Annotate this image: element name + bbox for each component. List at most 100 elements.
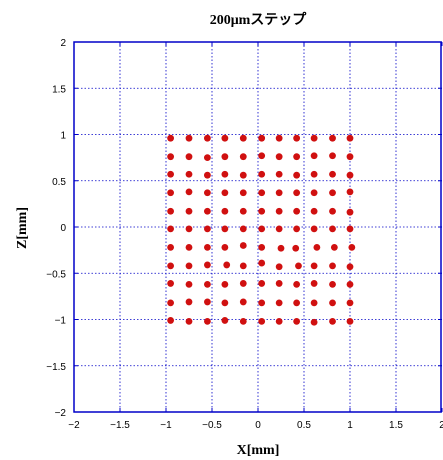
data-point [275, 299, 283, 307]
data-point [275, 170, 283, 178]
data-point [185, 317, 193, 325]
data-point [239, 242, 247, 249]
data-point [239, 153, 247, 161]
data-point [239, 207, 247, 215]
data-point [293, 189, 301, 197]
data-point [185, 298, 193, 306]
data-point [346, 225, 354, 233]
data-point [346, 299, 354, 307]
data-point [204, 280, 211, 288]
data-point [310, 207, 318, 215]
y-tick-label: 1.5 [52, 84, 66, 95]
data-point [346, 134, 354, 142]
data-point [258, 207, 266, 215]
data-point [239, 262, 247, 270]
data-point [185, 153, 193, 161]
data-point [293, 153, 301, 161]
data-point [293, 171, 301, 179]
grid-lines [74, 42, 442, 412]
data-point [346, 263, 354, 271]
x-tick-label: 0 [255, 420, 261, 431]
y-tick-label: 1 [60, 131, 66, 142]
data-point [167, 207, 175, 215]
data-point [258, 225, 266, 233]
data-point [346, 171, 354, 179]
y-tick-label: −0.5 [46, 269, 66, 280]
data-point [185, 243, 193, 251]
data-point [330, 243, 338, 251]
data-point [223, 261, 231, 269]
x-tick-label: 1.5 [389, 420, 403, 431]
data-point [221, 280, 229, 288]
data-point [329, 225, 336, 233]
data-point [167, 299, 175, 307]
data-point [204, 298, 211, 306]
data-point [221, 317, 229, 324]
y-tick-label: −1 [55, 316, 67, 327]
data-point [346, 153, 354, 161]
data-point [204, 317, 211, 325]
data-point [185, 225, 193, 233]
data-point [204, 207, 211, 215]
data-point [329, 134, 336, 142]
data-point [310, 189, 318, 197]
data-point [313, 243, 321, 251]
data-point [346, 188, 354, 196]
data-point [221, 189, 229, 197]
data-point [239, 171, 247, 179]
data-point [167, 280, 175, 287]
axis-ticks [73, 41, 443, 413]
data-point [204, 189, 211, 197]
data-point [310, 225, 318, 233]
data-point [346, 208, 354, 216]
data-point [258, 259, 266, 267]
data-point [167, 153, 175, 161]
data-point [329, 317, 336, 325]
x-tick-label: −2 [68, 420, 80, 431]
data-point [204, 225, 211, 233]
x-tick-labels: −2 −1.5 −1 −0.5 0 0.5 1 1.5 2 [68, 420, 443, 431]
data-point [239, 134, 247, 142]
data-point [221, 225, 229, 233]
data-point [310, 170, 318, 178]
data-point [346, 317, 354, 325]
data-point [221, 299, 229, 307]
data-point [221, 207, 229, 215]
data-point [310, 262, 318, 270]
data-point [204, 134, 211, 142]
data-point [329, 170, 336, 178]
data-point [293, 299, 301, 307]
data-point [329, 280, 336, 288]
data-point [293, 134, 301, 142]
data-point [310, 280, 318, 287]
data-point [239, 298, 247, 306]
data-point [185, 207, 193, 215]
data-point [258, 152, 266, 160]
data-point [275, 280, 283, 287]
data-point [239, 280, 247, 287]
data-point [204, 261, 211, 269]
data-point [329, 262, 336, 270]
data-point [258, 243, 266, 251]
data-point [275, 207, 283, 215]
data-point [185, 188, 193, 196]
chart-title: 200μmステップ [210, 12, 308, 28]
data-point [258, 170, 266, 178]
data-point [293, 225, 301, 233]
x-tick-label: −1 [160, 420, 172, 431]
data-point [310, 318, 318, 326]
data-point [329, 152, 336, 160]
data-point [275, 189, 283, 197]
x-tick-label: −0.5 [202, 420, 222, 431]
data-point [310, 134, 318, 142]
y-tick-label: −1.5 [46, 362, 66, 373]
data-point [167, 189, 175, 197]
data-point [310, 299, 318, 307]
data-point [239, 317, 247, 325]
x-tick-label: 0.5 [297, 420, 311, 431]
x-tick-label: 1 [347, 420, 353, 431]
data-point [310, 152, 318, 160]
data-point [275, 153, 283, 161]
data-point [204, 171, 211, 179]
